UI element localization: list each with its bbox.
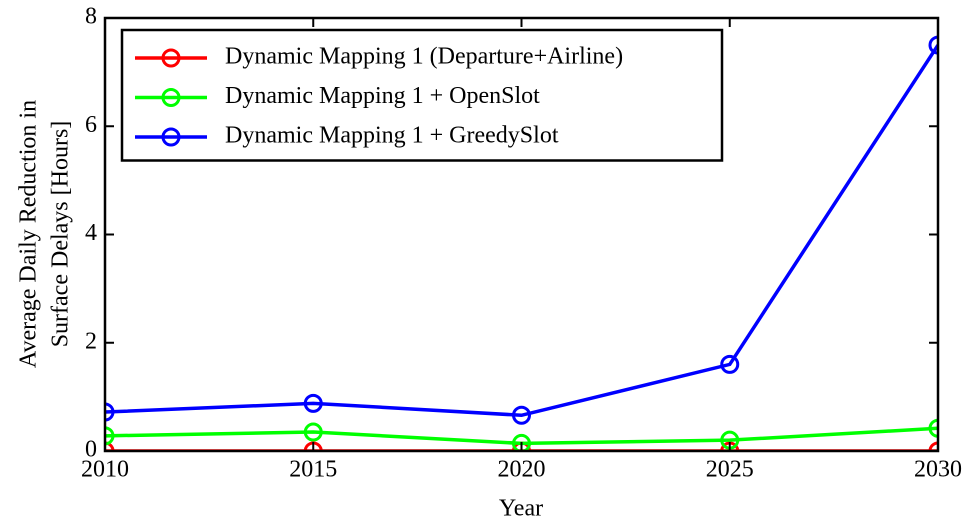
x-tick-label: 2020: [498, 457, 546, 483]
data-point: [303, 422, 323, 442]
y-axis-label: Average Daily Reduction in: [16, 100, 42, 368]
legend-marker: [161, 48, 181, 68]
y-axis-label: Surface Delays [Hours]: [48, 121, 74, 348]
y-tick-label: 0: [85, 437, 97, 463]
x-tick-label: 2025: [706, 457, 754, 483]
legend-label: Dynamic Mapping 1 + GreedySlot: [225, 123, 559, 149]
data-point: [928, 418, 938, 438]
data-point: [105, 402, 115, 422]
y-tick-label: 6: [85, 112, 97, 138]
x-tick-label: 2015: [289, 457, 337, 483]
x-axis-label: Year: [499, 496, 543, 522]
x-tick-label: 2010: [81, 457, 129, 483]
data-point: [720, 354, 740, 374]
data-point: [512, 405, 531, 425]
axes-frame: [103, 16, 940, 453]
y-tick-label: 2: [85, 328, 97, 354]
data-point: [928, 35, 938, 55]
data-point: [105, 426, 115, 446]
legend-label: Dynamic Mapping 1 (Departure+Airline): [225, 44, 623, 70]
data-point: [512, 433, 531, 451]
legend-marker: [161, 127, 181, 147]
y-tick-label: 8: [85, 4, 97, 30]
data-point: [303, 393, 323, 413]
y-tick-label: 4: [85, 220, 97, 246]
x-tick-label: 2030: [914, 457, 962, 483]
legend-box: [120, 28, 724, 162]
series-line: [105, 44, 938, 418]
legend-marker: [161, 88, 181, 107]
legend-label: Dynamic Mapping 1 + OpenSlot: [225, 83, 540, 109]
